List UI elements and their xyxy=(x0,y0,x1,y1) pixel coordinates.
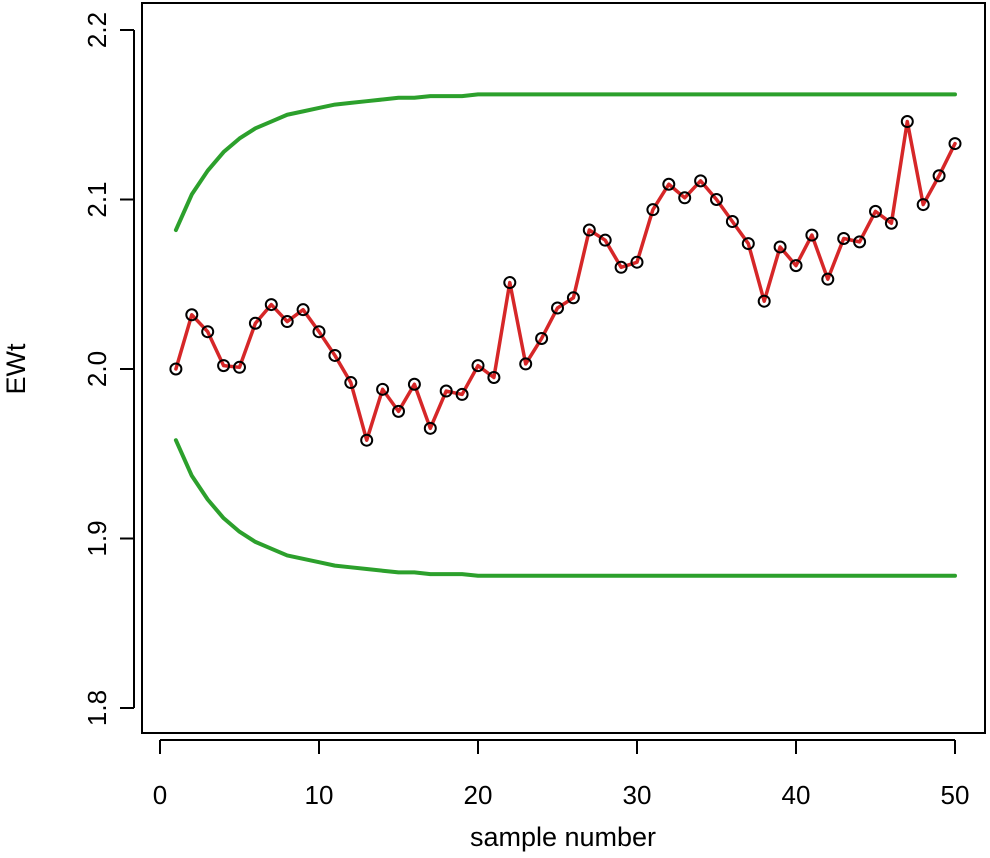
data-point xyxy=(678,191,692,205)
data-point xyxy=(551,301,564,315)
x-tick-label: 20 xyxy=(464,780,493,810)
data-point xyxy=(487,370,501,384)
data-point xyxy=(932,169,946,183)
data-point xyxy=(328,348,342,362)
lower-control-limit xyxy=(173,438,957,578)
x-axis: 0 10 20 30 40 50 xyxy=(153,739,970,810)
data-point xyxy=(392,404,405,418)
data-point xyxy=(694,174,708,188)
data-point xyxy=(869,204,882,218)
data-point xyxy=(757,294,771,308)
plot-box xyxy=(141,2,986,734)
x-tick-label: 50 xyxy=(941,780,970,810)
data-point xyxy=(503,276,517,290)
y-tick-label: 2.2 xyxy=(82,12,112,48)
y-tick-label: 1.9 xyxy=(82,520,112,556)
x-tick-label: 0 xyxy=(153,780,167,810)
y-axis: 1.8 1.9 2.0 2.1 2.2 xyxy=(82,12,135,726)
x-tick-label: 10 xyxy=(305,780,334,810)
data-point xyxy=(614,260,628,274)
lower-limit-line xyxy=(173,438,957,578)
data-point xyxy=(376,382,390,396)
x-axis-label: sample number xyxy=(470,822,656,852)
data-point xyxy=(360,433,374,447)
data-point xyxy=(837,231,851,245)
data-point xyxy=(916,198,930,212)
data-point xyxy=(789,259,803,273)
data-point xyxy=(519,357,533,371)
data-point xyxy=(805,228,819,242)
x-tick-label: 30 xyxy=(623,780,652,810)
data-point xyxy=(407,377,421,391)
data-point xyxy=(217,359,231,373)
data-point xyxy=(948,137,962,151)
ewma-points xyxy=(169,115,962,447)
upper-limit-line xyxy=(173,92,957,233)
y-tick-label: 1.8 xyxy=(82,690,112,726)
data-point xyxy=(471,359,485,373)
upper-control-limit xyxy=(173,92,957,233)
data-point xyxy=(233,360,246,374)
data-point xyxy=(662,177,676,191)
data-point xyxy=(821,272,835,286)
data-point xyxy=(280,315,294,329)
data-point xyxy=(439,384,453,398)
data-point xyxy=(773,240,787,254)
data-point xyxy=(455,387,469,401)
data-point xyxy=(710,193,723,206)
data-point xyxy=(248,316,262,330)
data-point xyxy=(201,325,215,339)
data-point xyxy=(741,237,755,251)
data-point xyxy=(169,362,183,376)
ewma-series xyxy=(174,119,957,442)
data-point xyxy=(630,255,644,269)
data-point xyxy=(312,325,326,339)
data-point xyxy=(296,303,310,317)
y-tick-label: 2.1 xyxy=(82,181,112,217)
data-point xyxy=(884,216,898,230)
y-tick-label: 2.0 xyxy=(82,351,112,387)
data-point xyxy=(566,291,580,305)
data-point xyxy=(423,421,437,435)
data-point xyxy=(185,308,199,322)
data-point xyxy=(853,235,867,249)
y-axis-label: EWt xyxy=(1,343,31,394)
x-tick-label: 40 xyxy=(782,780,811,810)
data-point xyxy=(598,233,612,247)
data-point xyxy=(535,331,549,345)
data-point xyxy=(725,215,739,229)
data-point xyxy=(264,298,278,312)
ewma-line xyxy=(174,119,957,442)
data-point xyxy=(646,203,660,217)
data-point xyxy=(900,115,914,129)
data-point xyxy=(344,376,358,390)
data-point xyxy=(582,223,596,237)
